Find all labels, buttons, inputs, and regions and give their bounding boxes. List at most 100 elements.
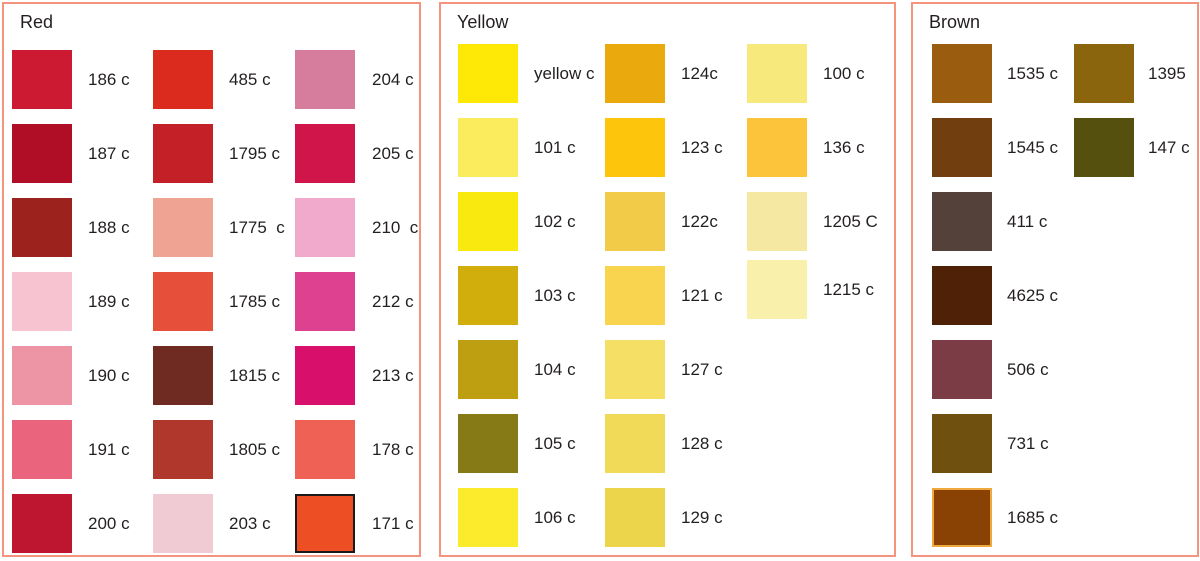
panel-title-brown: Brown (929, 12, 981, 32)
swatch-label: 102 c (534, 211, 576, 231)
swatch-label: 4625 c (1007, 285, 1059, 305)
swatch-label: 1805 c (229, 439, 281, 459)
color-swatch[interactable] (747, 44, 807, 103)
swatch-label: 191 c (88, 439, 130, 459)
color-swatch[interactable] (932, 488, 992, 547)
color-swatch[interactable] (932, 340, 992, 399)
color-swatch[interactable] (458, 266, 518, 325)
color-swatch[interactable] (295, 420, 355, 479)
swatch-label: 103 c (534, 285, 576, 305)
panel-brown: Brown 1535 c 1395 1545 c 147 c 411 c 4625 c 506… (911, 2, 1199, 557)
color-swatch[interactable] (458, 118, 518, 177)
swatch-label: 122c (681, 211, 718, 231)
swatch-label: 1815 c (229, 365, 281, 385)
color-swatch[interactable] (153, 346, 213, 405)
swatch-label: 136 c (823, 137, 865, 157)
swatch-label: 105 c (534, 433, 576, 453)
swatch-label: 104 c (534, 359, 576, 379)
panel-title-red: Red (20, 12, 54, 32)
color-swatch[interactable] (153, 272, 213, 331)
color-swatch[interactable] (932, 44, 992, 103)
color-swatch[interactable] (458, 192, 518, 251)
swatch-label: 187 c (88, 143, 130, 163)
swatch-label: 101 c (534, 137, 576, 157)
swatch-label: 188 c (88, 217, 130, 237)
color-swatch[interactable] (458, 44, 518, 103)
color-swatch[interactable] (458, 414, 518, 473)
color-swatch[interactable] (295, 50, 355, 109)
color-swatch[interactable] (932, 118, 992, 177)
color-swatch[interactable] (12, 346, 72, 405)
swatch-label: 485 c (229, 69, 271, 89)
color-swatch[interactable] (932, 414, 992, 473)
swatch-label: 212 c (372, 291, 414, 311)
swatch-label: 203 c (229, 513, 271, 533)
color-swatch[interactable] (12, 124, 72, 183)
swatch-label: 124c (681, 63, 718, 83)
panel-yellow: Yellow yellow c 124c 100 c 101 c 123 c 136 c 10… (439, 2, 896, 557)
color-swatch[interactable] (458, 340, 518, 399)
color-swatch[interactable] (458, 488, 518, 547)
swatch-label: 204 c (372, 69, 414, 89)
color-swatch[interactable] (12, 50, 72, 109)
color-swatch[interactable] (12, 198, 72, 257)
color-swatch[interactable] (747, 260, 807, 319)
color-swatch[interactable] (153, 50, 213, 109)
color-swatch[interactable] (605, 266, 665, 325)
swatch-label: 200 c (88, 513, 130, 533)
color-swatch[interactable] (932, 192, 992, 251)
color-swatch[interactable] (605, 340, 665, 399)
color-swatch[interactable] (153, 420, 213, 479)
swatch-label: 1215 c (823, 279, 875, 299)
swatch-label: 1535 c (1007, 63, 1059, 83)
color-swatch[interactable] (1074, 118, 1134, 177)
color-swatch[interactable] (605, 192, 665, 251)
color-swatch[interactable] (153, 124, 213, 183)
swatch-label: 121 c (681, 285, 723, 305)
panel-red: Red 186 c 485 c 204 c 187 c 1795 c 205 c 188 c 1… (2, 2, 421, 557)
swatch-label: 128 c (681, 433, 723, 453)
swatch-label: 506 c (1007, 359, 1049, 379)
color-swatch[interactable] (12, 420, 72, 479)
color-swatch[interactable] (12, 272, 72, 331)
color-swatch[interactable] (747, 118, 807, 177)
swatch-label: 731 c (1007, 433, 1049, 453)
color-swatch[interactable] (295, 494, 355, 553)
color-swatch[interactable] (605, 44, 665, 103)
color-swatch[interactable] (295, 124, 355, 183)
swatch-label: 1395 (1148, 63, 1186, 83)
color-swatch[interactable] (605, 118, 665, 177)
swatch-label: 178 c (372, 439, 414, 459)
swatch-label: yellow c (534, 63, 595, 83)
swatch-label: 1785 c (229, 291, 281, 311)
color-swatch[interactable] (12, 494, 72, 553)
swatch-label: 106 c (534, 507, 576, 527)
color-swatch[interactable] (1074, 44, 1134, 103)
swatch-label: 100 c (823, 63, 865, 83)
swatch-label: 1685 c (1007, 507, 1059, 527)
swatch-label: 1205 C (823, 211, 878, 231)
swatch-label: 129 c (681, 507, 723, 527)
swatch-label: 205 c (372, 143, 414, 163)
swatch-label: 127 c (681, 359, 723, 379)
swatch-label: 1545 c (1007, 137, 1059, 157)
swatch-label: 186 c (88, 69, 130, 89)
swatch-label: 189 c (88, 291, 130, 311)
color-swatch[interactable] (605, 488, 665, 547)
swatch-label: 190 c (88, 365, 130, 385)
color-swatch[interactable] (295, 272, 355, 331)
panel-title-yellow: Yellow (457, 12, 509, 32)
color-swatch[interactable] (153, 198, 213, 257)
color-swatch[interactable] (932, 266, 992, 325)
color-swatch[interactable] (605, 414, 665, 473)
swatch-label: 1795 c (229, 143, 281, 163)
swatch-label: 411 c (1007, 211, 1048, 231)
color-swatch[interactable] (153, 494, 213, 553)
color-swatch[interactable] (747, 192, 807, 251)
swatch-label: 213 c (372, 365, 414, 385)
color-swatch[interactable] (295, 346, 355, 405)
color-swatch[interactable] (295, 198, 355, 257)
swatch-label: 147 c (1148, 137, 1190, 157)
swatch-label: 210 c (372, 217, 419, 237)
